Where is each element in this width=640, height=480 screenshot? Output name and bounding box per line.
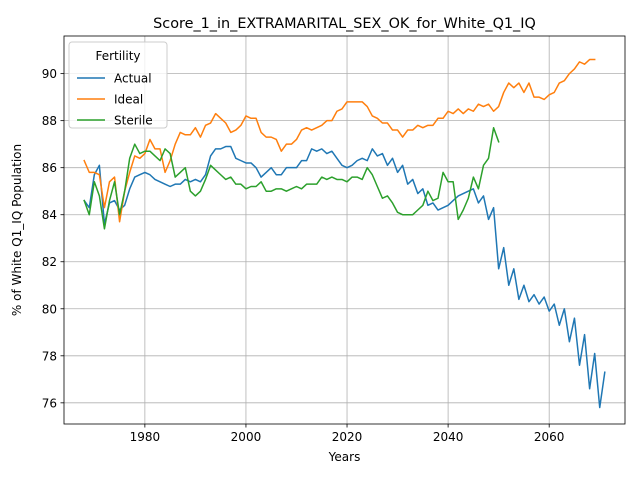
legend-box [68,41,168,129]
series-line-ideal [83,58,596,223]
gridlines [64,36,625,424]
legend-label-ideal: Ideal [114,93,143,107]
y-tick-label: 86 [42,161,57,175]
x-tick-label: 1980 [130,430,161,444]
y-tick-label: 80 [42,302,57,316]
plot-area-frame [63,35,626,425]
x-tick-label: 2060 [534,430,565,444]
y-axis-title: % of White Q1_IQ Population [10,144,24,316]
y-tick-label: 88 [42,114,57,128]
x-tick-label: 2040 [433,430,464,444]
y-tick-label: 82 [42,255,57,269]
chart-title: Score_1_in_EXTRAMARITAL_SEX_OK_for_White… [153,16,536,32]
legend-title: Fertility [95,49,140,63]
series-lines [83,58,606,409]
series-line-actual [83,145,606,409]
y-tick-label: 76 [42,396,57,410]
legend-items: Actual Ideal Sterile [77,72,153,128]
series-line-sterile [83,126,500,230]
legend: Fertility Actual Ideal Sterile [68,41,168,129]
x-tick-label: 2000 [231,430,262,444]
y-tick-label: 90 [42,67,57,81]
x-tick-label: 2020 [332,430,363,444]
legend-label-sterile: Sterile [114,114,153,128]
axis-ticks: 1980 2000 2020 2040 2060 76 78 80 82 84 86 88 90 [42,67,565,444]
legend-label-actual: Actual [114,72,152,86]
x-axis-title: Years [328,450,361,464]
y-tick-label: 78 [42,349,57,363]
y-tick-label: 84 [42,208,57,222]
